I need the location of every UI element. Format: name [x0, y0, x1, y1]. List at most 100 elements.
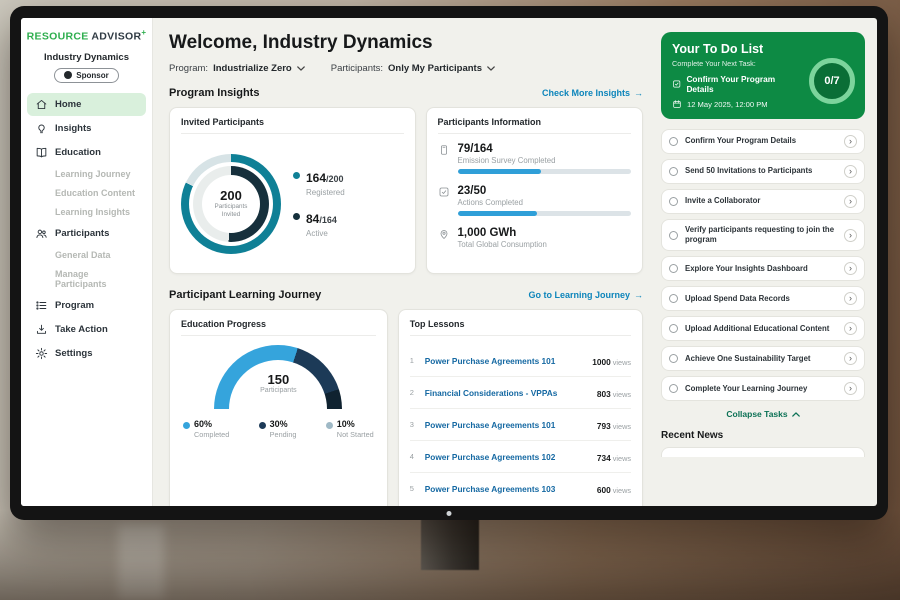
progress-fill — [457, 211, 538, 216]
legend-value: 84 — [306, 212, 320, 226]
task-label: Achieve One Sustainability Target — [685, 353, 811, 363]
task-open-button[interactable]: › — [844, 228, 857, 242]
lesson-title-link[interactable]: Power Purchase Agreements 101 — [424, 355, 556, 366]
task-checkbox[interactable] — [669, 354, 678, 364]
task-label: Confirm Your Program Details — [685, 136, 797, 146]
legend-label: Completed — [194, 430, 230, 439]
task-item[interactable]: Upload Spend Data Records › — [661, 286, 865, 312]
task-item[interactable]: Send 50 Invitations to Participants › — [661, 159, 865, 184]
task-item[interactable]: Explore Your Insights Dashboard › — [661, 256, 865, 282]
task-open-button[interactable]: › — [844, 195, 857, 208]
check-more-insights-link[interactable]: Check More Insights → — [542, 88, 643, 98]
task-checkbox[interactable] — [669, 230, 678, 240]
sidebar-item-take-action[interactable]: Take Action — [27, 318, 146, 341]
task-checkbox[interactable] — [669, 294, 678, 304]
logo-plus: + — [141, 28, 147, 37]
sidebar-item-settings[interactable]: Settings — [27, 342, 146, 365]
task-item[interactable]: Complete Your Learning Journey › — [661, 376, 865, 402]
due-date-label: 12 May 2025, 12:00 PM — [687, 99, 768, 109]
views-suffix: views — [612, 485, 631, 495]
sidebar-item-general-data[interactable]: General Data — [27, 246, 146, 264]
link-label: Go to Learning Journey — [528, 290, 630, 300]
lesson-title-link[interactable]: Power Purchase Agreements 101 — [424, 419, 556, 430]
sidebar-item-insights[interactable]: Insights — [27, 117, 146, 140]
task-open-button[interactable]: › — [844, 135, 857, 148]
task-item[interactable]: Confirm Your Program Details › — [661, 129, 865, 154]
sidebar-subitem-label: Learning Journey — [55, 168, 131, 179]
task-item[interactable]: Verify participants requesting to join t… — [661, 219, 865, 252]
todo-title: Your To Do List — [672, 42, 764, 56]
lesson-rank: 1 — [409, 356, 414, 365]
lesson-title-link[interactable]: Power Purchase Agreements 102 — [424, 451, 556, 462]
task-label: Invite a Collaborator — [685, 196, 761, 206]
task-open-button[interactable]: › — [844, 292, 857, 306]
lesson-rank: 4 — [409, 452, 414, 461]
legend-dot — [325, 422, 333, 429]
legend-item-pending: 30% Pending — [258, 419, 296, 439]
progress-track — [457, 211, 631, 216]
todo-next-task[interactable]: Confirm Your Program Details — [672, 74, 854, 94]
sidebar-nav: Home Insights Education Learning Journey… — [21, 92, 152, 365]
dashboard-screen: RESOURCE ADVISOR+ Industry Dynamics Spon… — [21, 18, 877, 506]
card-title: Top Lessons — [409, 319, 631, 336]
sidebar-item-learning-insights[interactable]: Learning Insights — [27, 203, 146, 221]
collapse-tasks-link[interactable]: Collapse Tasks — [661, 409, 865, 419]
monitor-stand — [421, 518, 479, 570]
lesson-title-link[interactable]: Financial Considerations - VPPAs — [424, 387, 558, 398]
views-suffix: views — [612, 421, 631, 431]
sidebar-item-program[interactable]: Program — [27, 294, 146, 317]
donut-center: 200 Participants Invited — [202, 174, 260, 233]
task-checkbox[interactable] — [669, 137, 678, 146]
sidebar-item-manage-participants[interactable]: Manage Participants — [27, 265, 146, 293]
stat-emission-survey: 79/164 Emission Survey Completed — [438, 143, 631, 174]
legend-dot — [258, 422, 266, 429]
task-item[interactable]: Achieve One Sustainability Target › — [661, 346, 865, 372]
task-open-button[interactable]: › — [844, 382, 857, 396]
lesson-rank: 5 — [409, 484, 414, 493]
task-checkbox[interactable] — [669, 197, 678, 206]
sidebar-item-learning-journey[interactable]: Learning Journey — [27, 165, 146, 183]
task-open-button[interactable]: › — [844, 165, 857, 178]
task-checkbox[interactable] — [669, 264, 678, 274]
lesson-title-link[interactable]: Power Purchase Agreements 103 — [424, 483, 556, 494]
sponsor-badge-label: Sponsor — [76, 70, 109, 80]
sidebar-item-participants[interactable]: Participants — [27, 222, 146, 245]
task-open-button[interactable]: › — [844, 322, 857, 336]
sponsor-badge[interactable]: Sponsor — [54, 67, 119, 83]
task-open-button[interactable]: › — [844, 262, 857, 276]
task-label: Explore Your Insights Dashboard — [685, 263, 808, 273]
participants-dropdown[interactable]: Participants: Only My Participants — [331, 63, 495, 74]
task-item[interactable]: Upload Additional Educational Content › — [661, 316, 865, 342]
sidebar-item-education-content[interactable]: Education Content — [27, 184, 146, 202]
program-dropdown[interactable]: Program: Industrialize Zero — [169, 63, 305, 74]
task-open-button[interactable]: › — [844, 352, 857, 366]
sidebar-item-education[interactable]: Education — [27, 141, 146, 164]
legend-total: /164 — [319, 215, 337, 225]
invited-donut-chart: 200 Participants Invited — [181, 153, 281, 254]
task-checkbox[interactable] — [669, 167, 678, 176]
progress-track — [457, 169, 631, 174]
stat-actions-completed: 23/50 Actions Completed — [438, 185, 631, 216]
book-icon — [35, 146, 48, 159]
task-list: Confirm Your Program Details › Send 50 I… — [661, 129, 865, 402]
lesson-views: 734 — [596, 452, 611, 463]
task-checkbox[interactable] — [669, 384, 678, 394]
todo-panel: Your To Do List Complete Your Next Task:… — [655, 18, 877, 506]
card-title: Education Progress — [181, 319, 376, 336]
top-lessons-card: Top Lessons 1 Power Purchase Agreements … — [397, 309, 643, 506]
task-label: Verify participants requesting to join t… — [685, 225, 835, 245]
stat-value: 79/164 — [457, 143, 493, 155]
donut-legend: 164/200 Registered 84/164 Active — [293, 169, 345, 238]
lesson-rank: 3 — [409, 420, 414, 429]
program-label: Program: — [169, 63, 209, 74]
education-progress-card: Education Progress 150 Participants 60% … — [169, 309, 388, 506]
sidebar-item-home[interactable]: Home — [27, 92, 146, 116]
go-to-learning-journey-link[interactable]: Go to Learning Journey → — [528, 290, 643, 300]
views-suffix: views — [612, 389, 631, 399]
filters-bar: Program: Industrialize Zero Participants… — [169, 63, 643, 74]
todo-progress-value: 0/7 — [824, 75, 840, 87]
check-square-icon — [673, 80, 681, 88]
task-item[interactable]: Invite a Collaborator › — [661, 189, 865, 214]
sidebar-item-label: Education — [55, 146, 101, 158]
task-checkbox[interactable] — [669, 324, 678, 334]
